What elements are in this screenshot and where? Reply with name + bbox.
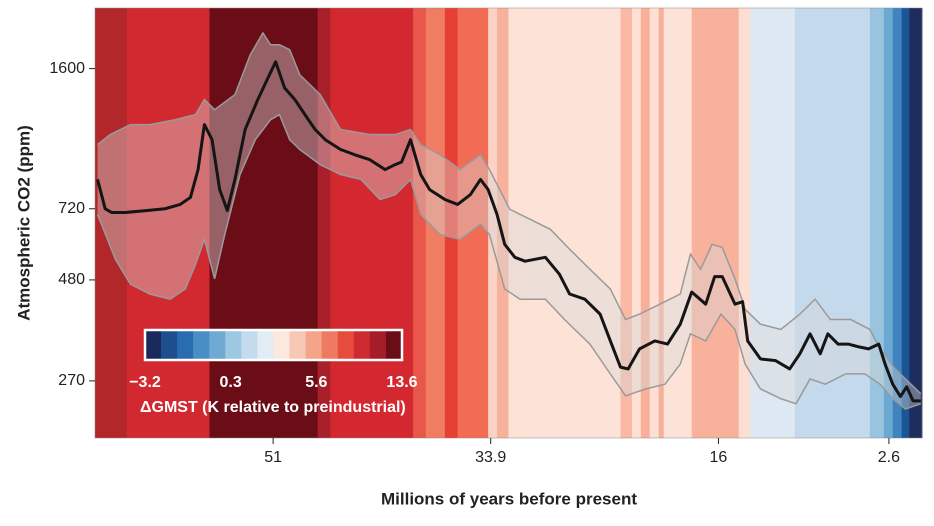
colorbar-swatch bbox=[193, 330, 210, 360]
x-tick-label: 2.6 bbox=[878, 449, 900, 466]
stripe bbox=[444, 8, 459, 438]
stripe bbox=[457, 8, 489, 438]
colorbar-swatch bbox=[273, 330, 290, 360]
stripe bbox=[425, 8, 446, 438]
x-tick-label: 16 bbox=[710, 449, 728, 466]
stripe bbox=[883, 8, 894, 438]
y-axis-title: Atmospheric CO2 (ppm) bbox=[14, 125, 33, 321]
x-axis-title: Millions of years before present bbox=[381, 489, 637, 508]
x-tick-label: 33.9 bbox=[475, 449, 506, 466]
colorbar-swatch bbox=[321, 330, 339, 360]
colorbar-tick-label: 0.3 bbox=[220, 374, 242, 391]
y-tick-label: 1600 bbox=[49, 60, 85, 77]
stripe bbox=[658, 8, 665, 438]
stripe bbox=[330, 8, 414, 438]
colorbar-swatch bbox=[209, 330, 226, 360]
uncertainty-band bbox=[97, 32, 921, 410]
stripe bbox=[413, 8, 427, 438]
plot-frame bbox=[94, 7, 923, 439]
stripe bbox=[488, 8, 498, 438]
stripe bbox=[909, 8, 923, 438]
x-tick-label: 51 bbox=[264, 449, 282, 466]
y-tick-label: 720 bbox=[58, 200, 85, 217]
stripe bbox=[497, 8, 509, 438]
colorbar-swatch bbox=[177, 330, 194, 360]
colorbar-swatch bbox=[145, 330, 162, 360]
colorbar-swatch bbox=[305, 330, 323, 360]
colorbar-frame bbox=[143, 328, 404, 362]
colorbar-tick-label: 5.6 bbox=[305, 374, 327, 391]
colorbar-title: ΔGMST (K relative to preindustrial) bbox=[140, 399, 406, 416]
band-edge bbox=[97, 31, 922, 395]
stripe bbox=[631, 8, 642, 438]
colorbar-swatch bbox=[369, 330, 387, 360]
colorbar-swatch bbox=[289, 330, 307, 360]
colorbar-swatch bbox=[241, 330, 258, 360]
colorbar-tick-label: −3.2 bbox=[129, 374, 161, 391]
line bbox=[96, 60, 921, 403]
colorbar-swatch bbox=[353, 330, 371, 360]
stripe bbox=[640, 8, 651, 438]
colorbar-swatch bbox=[225, 330, 242, 360]
y-tick-label: 480 bbox=[58, 271, 85, 288]
stripe bbox=[892, 8, 903, 438]
colorbar-tick-label: 13.6 bbox=[386, 374, 417, 391]
stripe bbox=[126, 8, 211, 438]
stripe bbox=[738, 8, 751, 438]
stripe bbox=[527, 8, 621, 438]
colorbar-swatch bbox=[161, 330, 178, 360]
stripe bbox=[869, 8, 885, 438]
colorbar-swatch bbox=[337, 330, 355, 360]
colorbar-swatch bbox=[385, 330, 403, 360]
colorbar-swatch bbox=[257, 330, 274, 360]
stripe bbox=[620, 8, 633, 438]
stripe bbox=[901, 8, 910, 438]
band-edge bbox=[96, 113, 921, 410]
stripe bbox=[508, 8, 529, 438]
stripe bbox=[691, 8, 740, 438]
y-tick-label: 270 bbox=[58, 372, 85, 389]
stripe bbox=[649, 8, 660, 438]
stripe bbox=[794, 8, 871, 438]
